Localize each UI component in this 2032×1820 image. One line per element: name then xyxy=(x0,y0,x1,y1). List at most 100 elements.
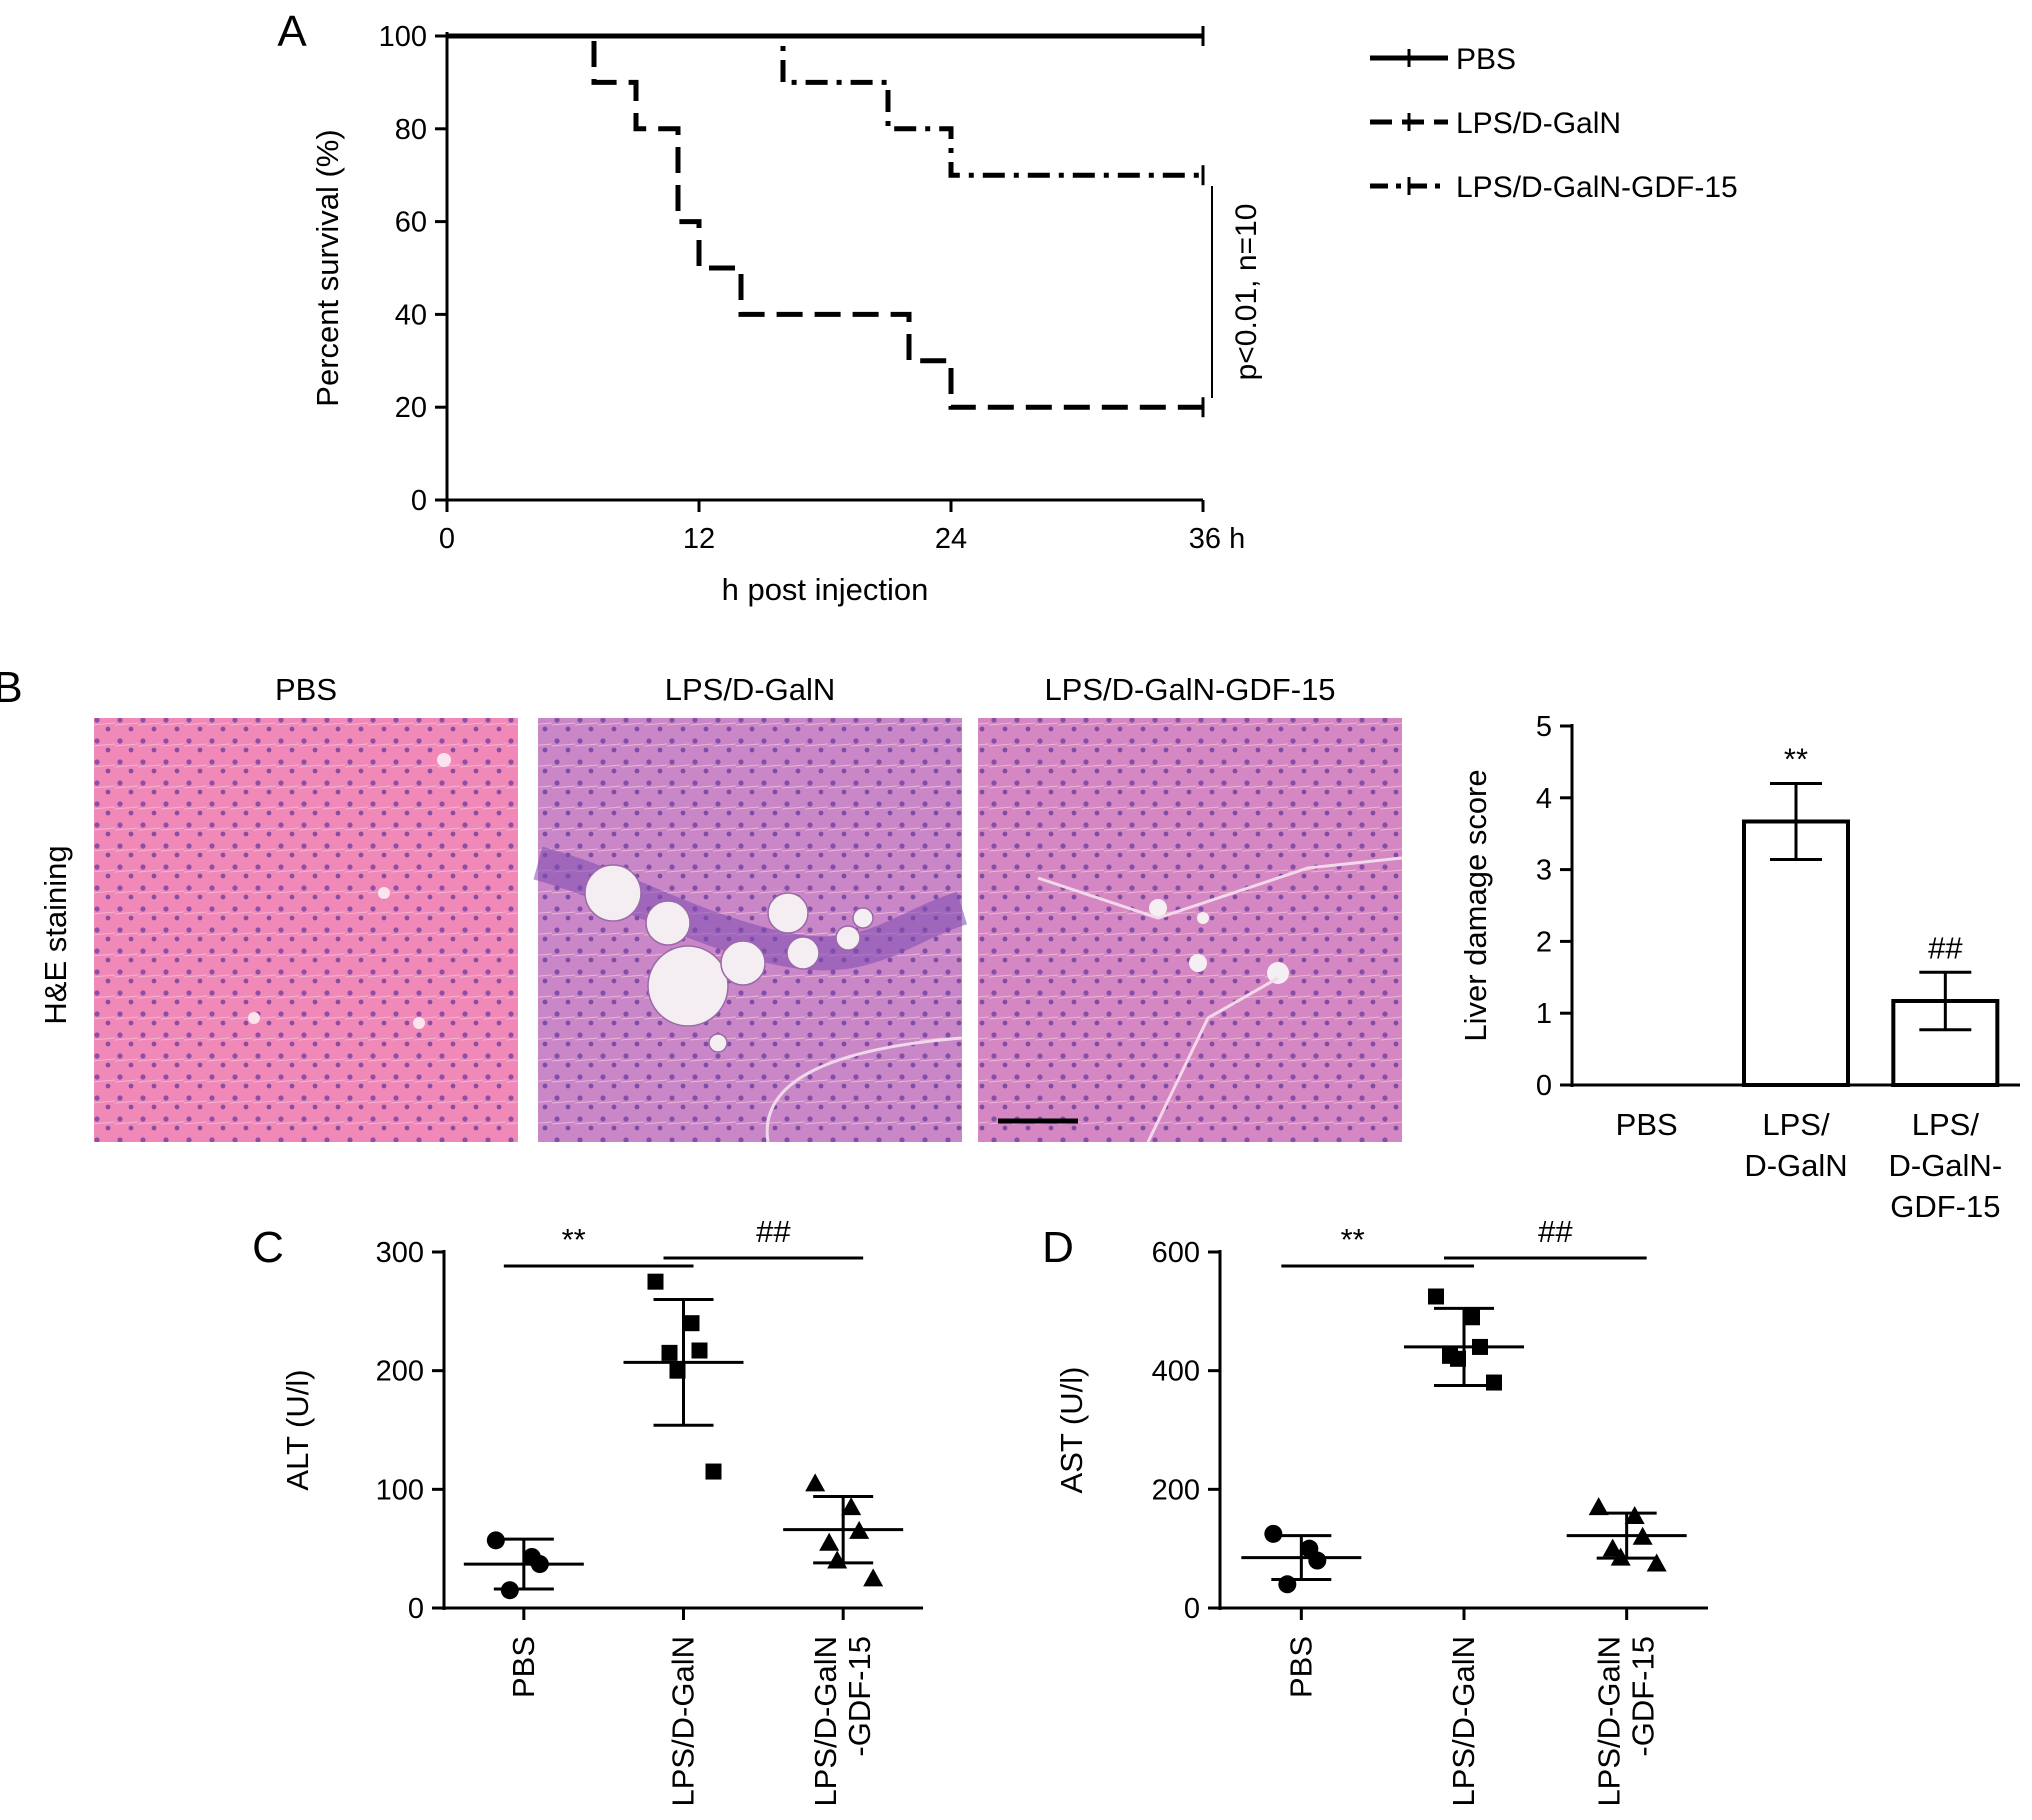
he-vacuole-3 xyxy=(413,1017,425,1029)
he-sinusoid xyxy=(1037,856,1403,920)
he-vacuole-0 xyxy=(1149,899,1167,917)
y-axis-title: AST (U/l) xyxy=(1054,1367,1089,1494)
he-sinusoid-2 xyxy=(1146,976,1279,1143)
point-2-1 xyxy=(1624,1506,1645,1525)
point-2-3 xyxy=(1602,1538,1623,1557)
he-cell-texture xyxy=(94,718,518,1142)
point-2-0 xyxy=(805,1473,826,1492)
point-2-3 xyxy=(819,1532,840,1551)
he-vacuole-2 xyxy=(647,945,729,1027)
category-label-2-1: -GDF-15 xyxy=(842,1636,877,1757)
panel-letter-b: B xyxy=(0,663,23,712)
y-tick-label: 400 xyxy=(1152,1356,1200,1388)
panel-b-liver-damage-chart: 0 1 2 3 4 5 Liver damage score PBS ** LPS/D-GalN #… xyxy=(1458,711,2020,1224)
y-tick-label: 100 xyxy=(379,21,427,53)
category-label-0-0: PBS xyxy=(1616,1107,1678,1142)
y-axis-title: Liver damage score xyxy=(1458,769,1493,1041)
point-1-4 xyxy=(669,1362,686,1379)
point-1-5 xyxy=(705,1463,722,1480)
panel-letter-c: C xyxy=(252,1223,284,1272)
x-tick-label: 36 h xyxy=(1189,523,1245,555)
y-tick-label: 20 xyxy=(395,392,427,424)
significance-mark-2: ## xyxy=(1928,930,1963,965)
he-vacuole-1 xyxy=(378,887,390,899)
y-tick-label: 300 xyxy=(376,1237,424,1269)
category-label-2-2: GDF-15 xyxy=(1890,1189,2000,1224)
he-vacuole-0 xyxy=(584,864,642,922)
panel-letter-d: D xyxy=(1042,1223,1074,1272)
he-image-0: PBS xyxy=(94,672,518,1142)
he-vacuole-1 xyxy=(1189,954,1207,972)
point-2-4 xyxy=(1610,1547,1631,1566)
category-label-2-0: LPS/D-GalN xyxy=(808,1636,843,1807)
row-label-he-staining: H&E staining xyxy=(38,845,73,1024)
y-tick-label: 1 xyxy=(1536,998,1552,1030)
category-label-0-0: PBS xyxy=(506,1636,541,1698)
y-axis-title: Percent survival (%) xyxy=(310,129,345,406)
y-tick-label: 40 xyxy=(395,299,427,331)
category-label-2-1: -GDF-15 xyxy=(1626,1636,1661,1757)
bracket-label-1: ## xyxy=(756,1214,791,1249)
y-tick-label: 2 xyxy=(1536,926,1552,958)
category-label-1-1: D-GalN xyxy=(1744,1148,1847,1183)
he-image-title-1: LPS/D-GalN xyxy=(665,672,836,707)
he-image-2: LPS/D-GalN-GDF-15 xyxy=(978,672,1403,1143)
he-image-title-2: LPS/D-GalN-GDF-15 xyxy=(1044,672,1335,707)
point-2-1 xyxy=(841,1497,862,1516)
point-1-0 xyxy=(647,1273,664,1290)
point-0-3 xyxy=(1278,1575,1297,1594)
category-label-2-0: LPS/ xyxy=(1912,1107,1980,1142)
significance-mark-1: ** xyxy=(1784,741,1808,776)
point-1-0 xyxy=(1428,1288,1444,1305)
bracket-label-0: ** xyxy=(1341,1222,1365,1257)
category-label-2-1: D-GalN- xyxy=(1888,1148,2002,1183)
y-tick-label: 3 xyxy=(1536,855,1552,887)
category-label-1-0: LPS/D-GalN xyxy=(666,1636,701,1807)
point-1-5 xyxy=(1486,1374,1502,1391)
point-1-1 xyxy=(1464,1309,1480,1326)
y-tick-label: 200 xyxy=(376,1356,424,1388)
y-axis-title: ALT (U/l) xyxy=(280,1369,315,1490)
point-2-5 xyxy=(1646,1553,1667,1572)
y-tick-label: 0 xyxy=(1184,1593,1200,1625)
he-image-title-0: PBS xyxy=(275,672,337,707)
panel-c-alt-chart: 0 100 200 300 ALT (U/l) PBS LPS/D-GalN LPS/D-Ga… xyxy=(280,1214,923,1807)
panel-a-survival-chart: 0 20 40 60 80 100 0 12 24 36 h h post injection Per… xyxy=(310,21,1738,607)
y-tick-label: 200 xyxy=(1152,1474,1200,1506)
he-vacuole-7 xyxy=(852,907,874,929)
legend-label-1: LPS/D-GalN xyxy=(1456,107,1621,140)
point-2-0 xyxy=(1588,1497,1609,1516)
he-vacuole-0 xyxy=(437,753,451,767)
y-tick-label: 60 xyxy=(395,207,427,239)
category-label-1-0: LPS/D-GalN xyxy=(1446,1636,1481,1807)
point-1-1 xyxy=(683,1315,700,1332)
y-tick-label: 0 xyxy=(408,1593,424,1625)
panel-d-ast-chart: 0 200 400 600 AST (U/l) PBS LPS/D-GalN LPS/D-Ga… xyxy=(1054,1214,1708,1807)
y-tick-label: 4 xyxy=(1536,783,1552,815)
point-2-5 xyxy=(863,1568,884,1587)
he-image-1: LPS/D-GalN xyxy=(533,672,968,1143)
y-tick-label: 100 xyxy=(376,1474,424,1506)
x-tick-label: 0 xyxy=(439,523,455,555)
category-label-0-0: PBS xyxy=(1283,1636,1318,1698)
he-vacuole-1 xyxy=(645,900,691,946)
point-1-2 xyxy=(691,1342,708,1359)
he-vacuole-4 xyxy=(767,892,809,934)
he-vacuole-2 xyxy=(1267,962,1289,984)
survival-line-2 xyxy=(447,33,1203,178)
panel-letter-a: A xyxy=(277,7,307,56)
he-vacuole-2 xyxy=(248,1012,260,1024)
he-vacuole-6 xyxy=(835,925,861,951)
y-tick-label: 80 xyxy=(395,114,427,146)
survival-line-1 xyxy=(447,33,1203,410)
point-1-4 xyxy=(1450,1350,1466,1367)
y-tick-label: 600 xyxy=(1152,1237,1200,1269)
y-tick-label: 0 xyxy=(1536,1070,1552,1102)
he-vacuole-3 xyxy=(720,940,766,986)
he-vacuole-3 xyxy=(1197,912,1209,924)
x-tick-label: 12 xyxy=(683,523,715,555)
bracket-label-1: ## xyxy=(1538,1214,1573,1249)
y-tick-label: 5 xyxy=(1536,711,1552,743)
panel-b-he-images: H&E staining PBS LPS/D-GalN LPS/D-GalN-GDF-… xyxy=(38,672,1403,1143)
